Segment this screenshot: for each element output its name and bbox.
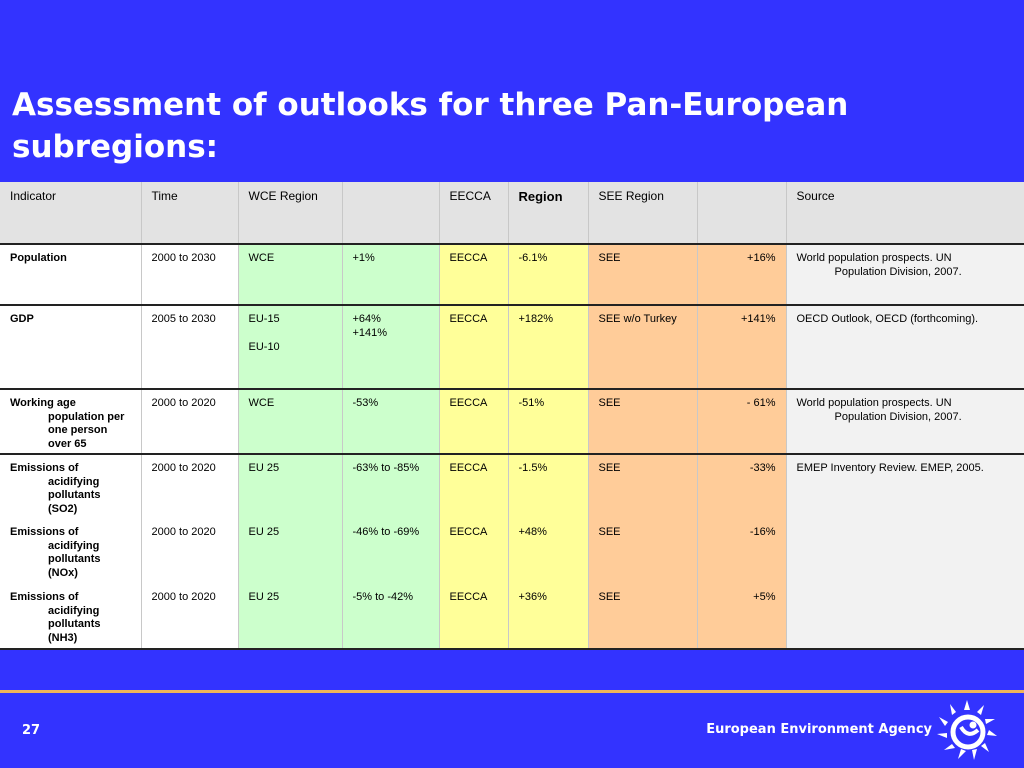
header-see-region: SEE Region xyxy=(587,182,697,245)
see-region-cell: SEE xyxy=(587,244,697,306)
slide-title-line-2: subregions: xyxy=(12,129,219,165)
eecca-region-cell: EECCA xyxy=(438,584,508,650)
page-number: 27 xyxy=(22,723,41,738)
eecca-value-cell: -6.1% xyxy=(507,244,588,306)
table-row-working-age: Working age population per one person ov… xyxy=(0,389,1024,455)
agency-name: European Environment Agency xyxy=(706,722,932,737)
wce-region-cell: WCE xyxy=(237,244,342,306)
source-cell: World population prospects. UN Populatio… xyxy=(785,389,1024,455)
eecca-value-cell: +48% xyxy=(507,519,588,584)
see-value-cell: - 61% xyxy=(696,389,786,455)
source-cell xyxy=(785,584,1024,650)
outlook-table-container: Indicator Time WCE Region EECCA Region S… xyxy=(0,182,1024,650)
eecca-value-cell: -1.5% xyxy=(507,454,588,519)
indicator-cell: Emissions of acidifying pollutants (NOx) xyxy=(10,526,101,579)
eecca-region-cell: EECCA xyxy=(438,519,508,584)
wce-region-cell: EU-15 EU-10 xyxy=(237,305,342,390)
source-cell: OECD Outlook, OECD (forthcoming). xyxy=(785,305,1024,390)
see-value-cell: +16% xyxy=(696,244,786,306)
table-row-emissions-nh3: Emissions of acidifying pollutants (NH3)… xyxy=(0,584,1024,650)
table-row-gdp: GDP 2005 to 2030 EU-15 EU-10 +64% +141% … xyxy=(0,305,1024,390)
indicator-cell: Emissions of acidifying pollutants (NH3) xyxy=(0,584,141,650)
eecca-region-cell: EECCA xyxy=(438,389,508,455)
see-region-cell: SEE xyxy=(587,519,697,584)
table-header-row: Indicator Time WCE Region EECCA Region S… xyxy=(0,182,1024,245)
time-cell: 2000 to 2020 xyxy=(140,519,238,584)
wce-value-cell: -63% to -85% xyxy=(341,454,439,519)
eecca-region-cell: EECCA xyxy=(438,305,508,390)
table-row-emissions-nox: Emissions of acidifying pollutants (NOx)… xyxy=(0,519,1024,584)
header-time: Time xyxy=(140,182,238,245)
table-row-emissions-so2: Emissions of acidifying pollutants (SO2)… xyxy=(0,454,1024,519)
wce-region-cell: EU 25 xyxy=(237,584,342,650)
wce-value-cell: -46% to -69% xyxy=(341,519,439,584)
see-region-cell: SEE w/o Turkey xyxy=(587,305,697,390)
header-source: Source xyxy=(785,182,1024,245)
header-see-value xyxy=(696,182,786,245)
wce-value-cell: +1% xyxy=(341,244,439,306)
outlook-table: Indicator Time WCE Region EECCA Region S… xyxy=(0,182,1024,650)
source-cell: World population prospects. UN Populatio… xyxy=(785,244,1024,306)
time-cell: 2000 to 2020 xyxy=(140,584,238,650)
see-region-cell: SEE xyxy=(587,389,697,455)
header-indicator: Indicator xyxy=(0,182,141,245)
wce-value-cell: +64% +141% xyxy=(341,305,439,390)
see-value-cell: -33% xyxy=(696,454,786,519)
header-wce-region: WCE Region xyxy=(237,182,342,245)
see-region-cell: SEE xyxy=(587,584,697,650)
wce-value-cell: -5% to -42% xyxy=(341,584,439,650)
indicator-cell: Emissions of acidifying pollutants (SO2) xyxy=(10,462,101,515)
eecca-region-cell: EECCA xyxy=(438,244,508,306)
header-region: Region xyxy=(507,182,588,245)
slide-title-line-1: Assessment of outlooks for three Pan-Eur… xyxy=(12,87,849,123)
wce-region-cell: WCE xyxy=(237,389,342,455)
wce-region-cell: EU 25 xyxy=(237,454,342,519)
header-wce-value xyxy=(341,182,439,245)
see-region-cell: SEE xyxy=(587,454,697,519)
see-value-cell: -16% xyxy=(696,519,786,584)
see-value-cell: +141% xyxy=(696,305,786,390)
header-eecca: EECCA xyxy=(438,182,508,245)
eecca-value-cell: +182% xyxy=(507,305,588,390)
eea-sun-logo-icon xyxy=(937,700,997,760)
table-row-population: Population 2000 to 2030 WCE +1% EECCA -6… xyxy=(0,244,1024,306)
source-cell xyxy=(785,519,1024,584)
eecca-region-cell: EECCA xyxy=(438,454,508,519)
time-cell: 2005 to 2030 xyxy=(140,305,238,390)
see-value-cell: +5% xyxy=(696,584,786,650)
wce-region-cell: EU 25 xyxy=(237,519,342,584)
slide-title: Assessment of outlooks for three Pan-Eur… xyxy=(12,84,1002,168)
source-cell: EMEP Inventory Review. EMEP, 2005. xyxy=(785,454,1024,519)
time-cell: 2000 to 2020 xyxy=(140,389,238,455)
footer-rule xyxy=(0,690,1024,693)
eecca-value-cell: +36% xyxy=(507,584,588,650)
indicator-cell: GDP xyxy=(0,305,141,390)
wce-value-cell: -53% xyxy=(341,389,439,455)
indicator-cell: Working age population per one person ov… xyxy=(0,389,141,455)
indicator-cell: Population xyxy=(0,244,141,306)
eecca-value-cell: -51% xyxy=(507,389,588,455)
time-cell: 2000 to 2020 xyxy=(140,454,238,519)
time-cell: 2000 to 2030 xyxy=(140,244,238,306)
